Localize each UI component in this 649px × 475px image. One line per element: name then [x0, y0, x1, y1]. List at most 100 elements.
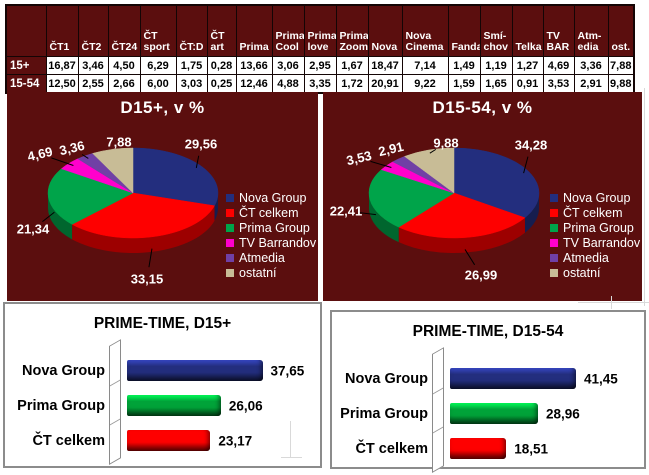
- bar-category-label: ČT celkem: [355, 440, 428, 457]
- legend-swatch-icon: [226, 223, 234, 232]
- table-cell: 7,14: [401, 56, 449, 75]
- bar: [127, 430, 211, 451]
- legend-label: Atmedia: [563, 250, 609, 265]
- pie-chart-title: D15-54, v %: [432, 98, 533, 117]
- legend-label: Prima Group: [563, 220, 634, 235]
- table-header-cell: Fanda: [447, 4, 481, 57]
- gridline: [290, 421, 291, 457]
- table-cell: 6,00: [139, 74, 177, 94]
- legend-swatch-icon: [550, 268, 558, 277]
- bar-plot-area: Nova Group 41,45 Prima Group 28,96 ČT celkem…: [332, 347, 644, 473]
- legend-item: ostatní: [550, 265, 640, 280]
- bar-category-label: ČT celkem: [32, 432, 105, 449]
- table-row-label: 15+: [5, 56, 47, 75]
- pie-label-leader-line: [51, 157, 74, 166]
- bar-track: 26,06: [127, 395, 320, 416]
- table-cell: 1,72: [335, 74, 369, 94]
- pie-value-label: 22,41: [329, 203, 363, 219]
- table-cell: 3,46: [77, 56, 109, 75]
- legend-swatch-icon: [226, 253, 234, 262]
- bar-track: 41,45: [450, 368, 644, 389]
- pie-slice: [71, 192, 215, 239]
- bar-track: 23,17: [127, 430, 320, 451]
- pie-value-label: 29,56: [184, 136, 218, 152]
- pie-slice: [47, 168, 134, 225]
- bar-value-label: 26,06: [228, 398, 263, 413]
- legend-item: Prima Group: [226, 220, 316, 235]
- table-cell: 0,25: [206, 74, 237, 94]
- pie-value-label: 7,88: [106, 134, 132, 150]
- table-header-cell: Nova Cinema: [401, 4, 449, 57]
- gridline: [644, 88, 645, 306]
- table-header-cell: ČT art: [206, 4, 237, 57]
- pie-label-leader-line: [357, 211, 377, 216]
- table-cell: 13,66: [235, 56, 273, 75]
- legend-label: ČT celkem: [239, 205, 299, 220]
- bar-row: Prima Group 26,06: [5, 388, 320, 423]
- bar-value-label: 23,17: [218, 433, 253, 448]
- table-cell: 1,27: [511, 56, 544, 75]
- table-cell: 12,50: [45, 74, 79, 94]
- table-cell: 2,55: [77, 74, 109, 94]
- table-cell: 0,28: [206, 56, 237, 75]
- pie-label-leader-line: [81, 154, 89, 159]
- table-cell: 3,36: [573, 56, 609, 75]
- gridline: [611, 296, 612, 309]
- bar-row: Nova Group 37,65: [5, 353, 320, 388]
- table-header-cell: Smí- chov: [479, 4, 513, 57]
- legend-swatch-icon: [550, 193, 558, 202]
- pie-label-leader-line: [42, 211, 55, 222]
- bar-row: ČT celkem 18,51: [332, 431, 644, 466]
- table-cell: 9,88: [607, 74, 635, 94]
- pie-label-leader-line: [195, 155, 200, 169]
- legend-item: Nova Group: [226, 190, 316, 205]
- bar-chart-title: PRIME-TIME, D15-54: [412, 323, 564, 340]
- table-header-cell: ČT1: [45, 4, 79, 57]
- table-cell: 1,67: [335, 56, 369, 75]
- legend-label: TV Barrandov: [563, 235, 641, 250]
- table-cell: 18,47: [367, 56, 403, 75]
- table-cell: 2,95: [303, 56, 337, 75]
- legend-swatch-icon: [226, 268, 234, 277]
- table-header-cell: TV BAR: [542, 4, 575, 57]
- bar: [450, 368, 576, 389]
- table-cell: 3,03: [175, 74, 208, 94]
- bar-row: ČT celkem 23,17: [5, 423, 320, 458]
- table-cell: 6,29: [139, 56, 177, 75]
- bar: [127, 360, 263, 381]
- legend-swatch-icon: [226, 193, 234, 202]
- legend-label: Nova Group: [563, 190, 631, 205]
- pie-slice-side: [398, 217, 525, 253]
- pie-value-label: 34,28: [514, 137, 548, 153]
- table-cell: 4,50: [107, 56, 141, 75]
- bar-value-label: 28,96: [546, 406, 580, 421]
- legend-label: ostatní: [563, 265, 601, 280]
- table-cell: 1,75: [175, 56, 208, 75]
- pie-value-label: 33,15: [130, 271, 164, 287]
- table-cell: 3,53: [542, 74, 575, 94]
- bar-value-label: 37,65: [270, 363, 305, 378]
- bar-category-label: Prima Group: [17, 397, 105, 414]
- bar-track: 37,65: [127, 360, 320, 381]
- bar: [450, 438, 507, 459]
- table-cell: 0,91: [511, 74, 544, 94]
- pie-label-leader-line: [370, 160, 392, 168]
- legend-label: Prima Group: [239, 220, 310, 235]
- legend-label: Nova Group: [239, 190, 307, 205]
- legend-swatch-icon: [550, 208, 558, 217]
- legend-swatch-icon: [226, 238, 234, 247]
- legend-item: ostatní: [226, 266, 316, 280]
- table-cell: 2,66: [107, 74, 141, 94]
- table-header-cell: Prima Zoom: [335, 4, 369, 57]
- pie-slice: [404, 147, 455, 194]
- prime-time-d15plus-chart: PRIME-TIME, D15+ Nova Group 37,65 Prima Gr…: [3, 302, 322, 468]
- legend-swatch-icon: [550, 253, 558, 262]
- table-cell: 3,35: [303, 74, 337, 94]
- table-cell: 1,59: [447, 74, 481, 94]
- legend-swatch-icon: [550, 223, 558, 232]
- legend-swatch-icon: [226, 208, 234, 217]
- legend-label: Atmedia: [239, 250, 285, 265]
- pie-slice: [92, 147, 134, 194]
- table-header-cell: Prima Cool: [271, 4, 305, 57]
- pie-legend: Nova Group ČT celkem Prima Group TV Barrand…: [550, 191, 640, 281]
